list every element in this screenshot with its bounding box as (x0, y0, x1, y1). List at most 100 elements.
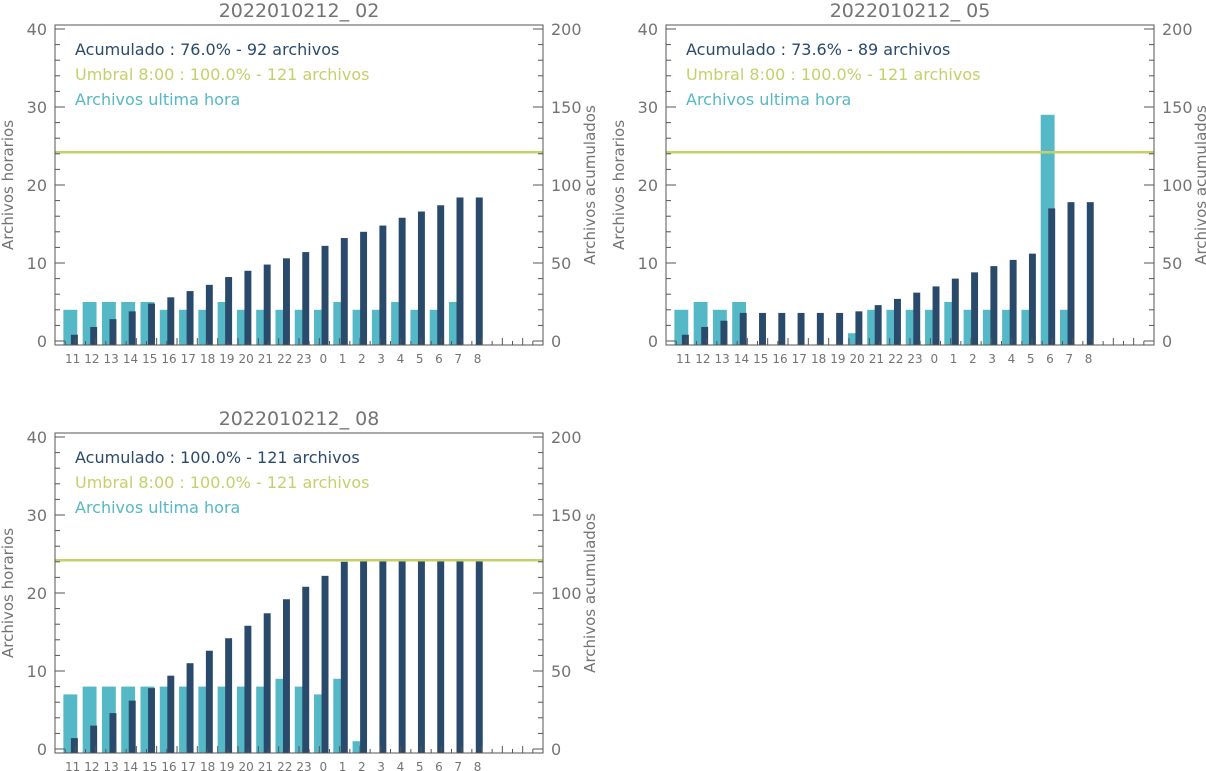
bar-accumulated (379, 560, 387, 753)
x-tick-label: 3 (377, 760, 385, 771)
bar-accumulated (225, 638, 233, 753)
legend-entry-hourly: Archivos ultima hora (75, 90, 240, 109)
bar-accumulated (1086, 202, 1094, 345)
x-tick-label: 0 (930, 352, 938, 366)
x-tick-label: 3 (377, 352, 385, 366)
x-tick-label: 20 (239, 352, 254, 366)
bar-accumulated (417, 560, 425, 753)
x-tick-label: 16 (161, 352, 176, 366)
bar-accumulated (109, 713, 117, 753)
y-tick-right-label: 150 (1162, 98, 1193, 117)
bar-accumulated (225, 277, 233, 345)
bar-accumulated (778, 312, 786, 345)
y-tick-right-label: 50 (551, 254, 571, 273)
x-tick-label: 23 (907, 352, 922, 366)
legend-entry-threshold: Umbral 8:00 : 100.0% - 121 archivos (686, 65, 980, 84)
x-tick-label: 23 (296, 760, 311, 771)
bar-accumulated (855, 311, 863, 345)
y-tick-right-label: 50 (551, 662, 571, 681)
legend-entry-accumulated: Acumulado : 100.0% - 121 archivos (75, 448, 360, 467)
y-tick-right-label: 100 (551, 584, 582, 603)
x-tick-label: 19 (219, 760, 234, 771)
legend-entry-threshold: Umbral 8:00 : 100.0% - 121 archivos (75, 473, 369, 492)
bar-accumulated (417, 211, 425, 345)
bar-accumulated (437, 205, 445, 345)
x-tick-label: 14 (123, 352, 138, 366)
bar-accumulated (263, 613, 271, 753)
y-tick-left-label: 0 (37, 332, 47, 351)
x-tick-label: 4 (397, 352, 405, 366)
bar-accumulated (360, 231, 368, 345)
y-tick-left-label: 20 (27, 176, 47, 195)
x-tick-label: 6 (435, 352, 443, 366)
bar-accumulated (913, 292, 921, 345)
bar-accumulated (263, 264, 271, 345)
bar-accumulated (398, 560, 406, 753)
bar-accumulated (951, 278, 959, 345)
bar-accumulated (932, 286, 940, 345)
x-tick-label: 22 (277, 760, 292, 771)
chart-panel-0: 2022010212_ 02 Archivos horarios Archivos … (0, 0, 599, 366)
bar-accumulated (1048, 208, 1056, 345)
bar-accumulated (1009, 259, 1017, 345)
bar-accumulated (893, 298, 901, 345)
bar-accumulated (360, 560, 368, 753)
x-tick-label: 19 (219, 352, 234, 366)
chart-title: 2022010212_ 05 (830, 0, 991, 22)
x-tick-label: 1 (950, 352, 958, 366)
bar-accumulated (759, 312, 766, 345)
x-tick-label: 5 (416, 760, 424, 771)
bar-accumulated (720, 320, 728, 345)
x-tick-label: 12 (84, 352, 99, 366)
y-tick-right-label: 0 (551, 740, 561, 759)
x-tick-label: 2 (358, 760, 366, 771)
x-tick-label: 12 (695, 352, 710, 366)
bar-accumulated (90, 326, 98, 345)
x-tick-label: 15 (753, 352, 768, 366)
y-tick-left-label: 10 (27, 662, 47, 681)
y-tick-right-label: 50 (1162, 254, 1182, 273)
bar-accumulated (475, 560, 483, 753)
x-tick-label: 22 (277, 352, 292, 366)
x-tick-label: 7 (454, 352, 462, 366)
bar-accumulated (701, 326, 709, 345)
x-tick-label: 3 (988, 352, 996, 366)
y-tick-left-label: 10 (638, 254, 658, 273)
chart-panel-1: 2022010212_ 05 Archivos horarios Archivos … (610, 0, 1206, 366)
bar-accumulated (437, 560, 445, 753)
bar-accumulated (971, 272, 979, 345)
y-tick-right-label: 100 (551, 176, 582, 195)
x-tick-label: 22 (888, 352, 903, 366)
bar-accumulated (282, 599, 290, 753)
x-tick-label: 21 (258, 352, 273, 366)
x-tick-label: 11 (65, 760, 80, 771)
x-tick-label: 21 (258, 760, 273, 771)
x-tick-label: 20 (239, 760, 254, 771)
bar-accumulated (205, 284, 213, 345)
legend-entry-hourly: Archivos ultima hora (75, 498, 240, 517)
bar-accumulated (148, 688, 155, 753)
y-axis-right-label: Archivos acumulados (581, 105, 599, 265)
x-tick-label: 11 (65, 352, 80, 366)
x-tick-label: 1 (339, 352, 347, 366)
x-tick-label: 21 (869, 352, 884, 366)
x-tick-label: 16 (772, 352, 787, 366)
x-tick-label: 18 (811, 352, 826, 366)
y-tick-left-label: 30 (27, 506, 47, 525)
bar-accumulated (739, 312, 747, 345)
bar-accumulated (1028, 253, 1036, 345)
bar-accumulated (681, 334, 689, 345)
x-tick-label: 5 (416, 352, 424, 366)
bar-accumulated (1067, 202, 1075, 345)
x-tick-label: 4 (397, 760, 405, 771)
y-tick-right-label: 200 (1162, 20, 1193, 39)
y-tick-right-label: 150 (551, 506, 582, 525)
legend-entry-hourly: Archivos ultima hora (686, 90, 851, 109)
bar-accumulated (398, 217, 406, 345)
bar-accumulated (836, 312, 844, 345)
legend-entry-accumulated: Acumulado : 76.0% - 92 archivos (75, 40, 339, 59)
x-tick-label: 19 (830, 352, 845, 366)
y-tick-right-label: 200 (551, 20, 582, 39)
x-tick-label: 0 (319, 760, 327, 771)
